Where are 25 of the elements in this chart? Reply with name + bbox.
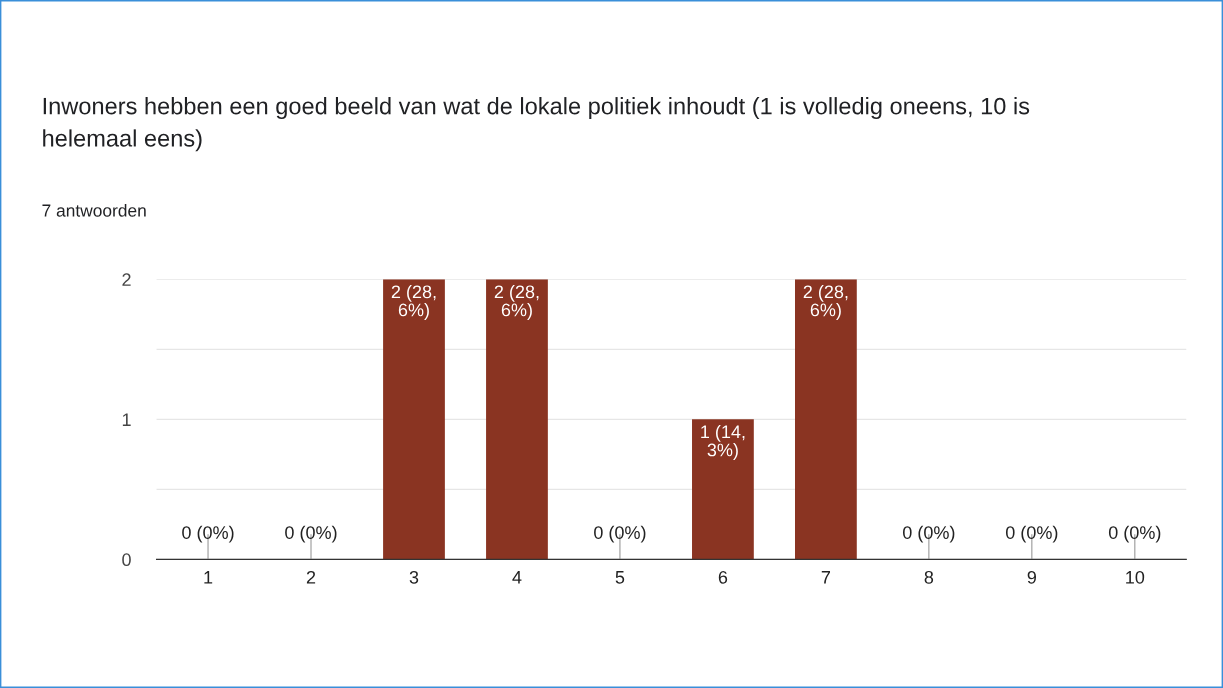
data-label: 0 (0%) bbox=[902, 525, 955, 543]
y-tick-label: 2 bbox=[122, 273, 131, 286]
x-tick-label: 9 bbox=[1027, 570, 1037, 584]
x-tick-label: 3 bbox=[409, 570, 419, 584]
chart-title: Inwoners hebben een goed beeld van wat de lokale politiek inhoudt (1 is volledig oneens, 10 is helemaal eens) bbox=[43, 97, 1030, 152]
x-tick-label: 5 bbox=[615, 571, 625, 584]
x-tick-label: 6 bbox=[718, 570, 728, 584]
x-tick-label: 1 bbox=[204, 571, 213, 584]
data-label: 0 (0%) bbox=[1005, 525, 1058, 543]
x-tick-label: 4 bbox=[512, 571, 522, 584]
chart-subtitle: 7 antwoorden bbox=[42, 203, 146, 217]
data-label: 2 (28,6%) bbox=[391, 284, 436, 320]
data-label: 2 (28,6%) bbox=[803, 284, 848, 320]
x-tick-label: 7 bbox=[821, 571, 831, 584]
data-label: 0 (0%) bbox=[1108, 525, 1161, 543]
data-label: 1 (14,3%) bbox=[701, 424, 745, 460]
y-tick-label: 0 bbox=[122, 553, 131, 567]
y-tick-label: 1 bbox=[122, 413, 131, 426]
data-label: 0 (0%) bbox=[594, 525, 646, 543]
x-tick-label: 8 bbox=[924, 570, 934, 584]
x-tick-label: 2 bbox=[306, 570, 316, 584]
x-tick-label: 10 bbox=[1126, 570, 1145, 584]
data-label: 0 (0%) bbox=[182, 525, 234, 543]
data-label: 0 (0%) bbox=[285, 525, 337, 543]
data-label: 2 (28,6%) bbox=[494, 284, 539, 320]
